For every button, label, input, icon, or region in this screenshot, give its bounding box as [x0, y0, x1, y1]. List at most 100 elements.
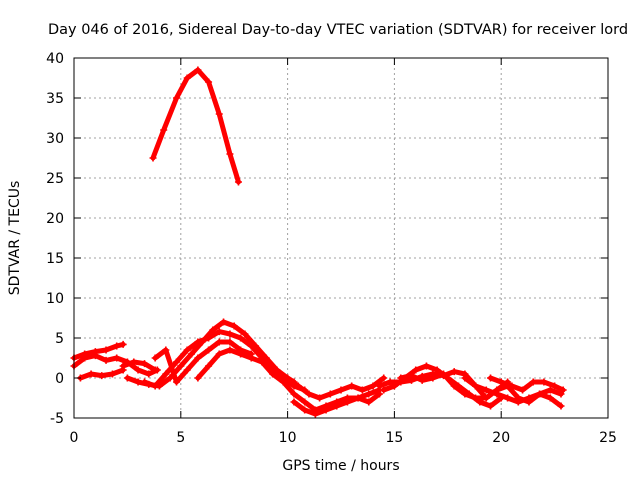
- series-arc-15: [487, 374, 567, 394]
- data-point: [386, 378, 394, 386]
- y-tick-label: 10: [46, 291, 64, 307]
- y-tick-label: -5: [50, 411, 64, 427]
- data-point: [134, 366, 142, 374]
- y-tick-label: 0: [55, 371, 64, 387]
- y-tick-label: 35: [46, 91, 64, 107]
- data-point: [461, 374, 469, 382]
- data-point: [540, 378, 548, 386]
- data-point: [215, 338, 223, 346]
- data-point: [241, 330, 249, 338]
- data-point: [536, 390, 544, 398]
- series-line: [120, 359, 158, 373]
- data-point: [205, 78, 213, 86]
- data-point: [209, 326, 217, 334]
- data-point: [183, 366, 191, 374]
- data-point: [205, 334, 213, 342]
- series-arc-3: [76, 366, 127, 382]
- data-point: [140, 360, 148, 368]
- data-point: [215, 110, 223, 118]
- data-point: [369, 382, 377, 390]
- chart-title: Day 046 of 2016, Sidereal Day-to-day VTE…: [48, 22, 628, 38]
- data-point: [247, 342, 255, 350]
- data-point: [348, 382, 356, 390]
- data-point: [529, 378, 537, 386]
- series-arc-4: [119, 358, 159, 374]
- data-point: [290, 390, 298, 398]
- series-arc-8: [194, 346, 383, 414]
- data-point: [194, 374, 202, 382]
- x-tick-label: 15: [385, 430, 403, 446]
- data-point: [230, 322, 238, 330]
- data-point: [301, 406, 309, 414]
- data-point: [226, 330, 234, 338]
- series-arc-high: [149, 66, 242, 186]
- data-point: [407, 372, 415, 380]
- data-point: [375, 382, 383, 390]
- data-point: [290, 398, 298, 406]
- series-arc-12: [380, 362, 505, 410]
- data-point: [234, 178, 242, 186]
- data-point: [134, 378, 142, 386]
- data-point: [91, 352, 99, 360]
- y-tick-label: 15: [46, 251, 64, 267]
- series-line: [285, 375, 387, 401]
- data-point: [151, 366, 159, 374]
- data-point: [113, 354, 121, 362]
- data-point: [397, 374, 405, 382]
- data-point: [194, 354, 202, 362]
- data-point: [183, 74, 191, 82]
- series-line: [462, 375, 564, 409]
- data-point: [98, 372, 106, 380]
- data-point: [162, 370, 170, 378]
- x-axis-label: GPS time / hours: [282, 458, 399, 474]
- data-point: [187, 350, 195, 358]
- data-point: [119, 362, 127, 370]
- data-point: [551, 382, 559, 390]
- data-point: [301, 398, 309, 406]
- data-point: [418, 376, 426, 384]
- data-point: [130, 358, 138, 366]
- data-point: [237, 334, 245, 342]
- data-point: [380, 386, 388, 394]
- data-point: [487, 374, 495, 382]
- data-point: [559, 386, 567, 394]
- data-point: [194, 66, 202, 74]
- data-point: [151, 354, 159, 362]
- y-tick-label: 40: [46, 51, 64, 67]
- data-point: [258, 358, 266, 366]
- y-axis-label: SDTVAR / TECUs: [7, 181, 23, 296]
- data-point: [450, 368, 458, 376]
- data-point: [140, 378, 148, 386]
- data-point: [113, 342, 121, 350]
- x-tick-label: 0: [70, 430, 79, 446]
- data-point: [333, 402, 341, 410]
- data-point: [145, 370, 153, 378]
- data-point: [226, 346, 234, 354]
- y-tick-label: 25: [46, 171, 64, 187]
- series-arc-10: [290, 386, 383, 418]
- data-point: [546, 394, 554, 402]
- data-point: [247, 354, 255, 362]
- series-layer: [70, 66, 567, 418]
- data-point: [316, 394, 324, 402]
- data-point: [226, 338, 234, 346]
- data-point: [220, 318, 228, 326]
- data-point: [205, 346, 213, 354]
- data-point: [173, 378, 181, 386]
- data-point: [108, 370, 116, 378]
- data-point: [322, 406, 330, 414]
- data-point: [326, 390, 334, 398]
- data-point: [472, 382, 480, 390]
- data-point: [205, 362, 213, 370]
- data-point: [215, 328, 223, 336]
- series-arc-2: [70, 352, 161, 378]
- data-point: [557, 402, 565, 410]
- data-point: [215, 350, 223, 358]
- data-point: [365, 398, 373, 406]
- data-point: [422, 362, 430, 370]
- x-tick-label: 20: [492, 430, 510, 446]
- data-point: [365, 390, 373, 398]
- data-point: [162, 346, 170, 354]
- data-point: [279, 378, 287, 386]
